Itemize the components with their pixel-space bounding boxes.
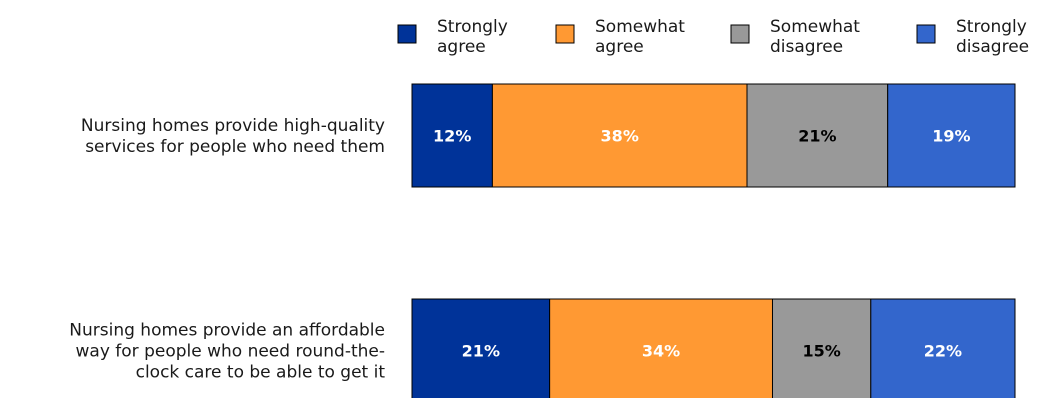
bar-value-label-0-3: 19% [932, 127, 970, 146]
legend-label-2-0: Somewhat [770, 17, 860, 37]
category-label-0-0: Nursing homes provide high-quality [81, 116, 385, 136]
bar-segment-1-1 [549, 298, 773, 398]
bar-value-label-1-3: 22% [924, 342, 962, 361]
legend-label-3-0: Strongly [956, 17, 1027, 37]
legend-swatch-1 [555, 24, 575, 44]
bar-segment-0-3 [887, 83, 1016, 188]
legend-label-0-0: Strongly [437, 17, 508, 37]
category-label-1-1: way for people who need round-the- [76, 342, 386, 362]
legend-label-2-1: disagree [770, 37, 843, 57]
category-label-1-2: clock care to be able to get it [136, 363, 386, 383]
bar-value-label-0-1: 38% [601, 127, 639, 146]
bar-value-label-1-1: 34% [642, 342, 680, 361]
category-label-0-1: services for people who need them [85, 137, 385, 157]
bar-segment-0-1 [491, 83, 748, 188]
bar-value-label-1-0: 21% [462, 342, 500, 361]
bar-value-label-0-2: 21% [798, 127, 836, 146]
legend-swatch-0 [397, 24, 417, 44]
legend-label-3-1: disagree [956, 37, 1029, 57]
bar-segment-0-0 [411, 83, 493, 188]
category-label-1-0: Nursing homes provide an affordable [69, 321, 385, 341]
legend-label-1-0: Somewhat [595, 17, 685, 37]
legend-label-1-1: agree [595, 37, 644, 57]
legend-swatch-3 [916, 24, 936, 44]
bar-value-label-1-2: 15% [802, 342, 840, 361]
bar-value-label-0-0: 12% [433, 127, 471, 146]
legend-label-0-1: agree [437, 37, 486, 57]
bar-segment-1-3 [870, 298, 1016, 398]
bar-segment-1-0 [411, 298, 551, 398]
bar-segment-0-2 [746, 83, 889, 188]
legend-swatch-2 [730, 24, 750, 44]
